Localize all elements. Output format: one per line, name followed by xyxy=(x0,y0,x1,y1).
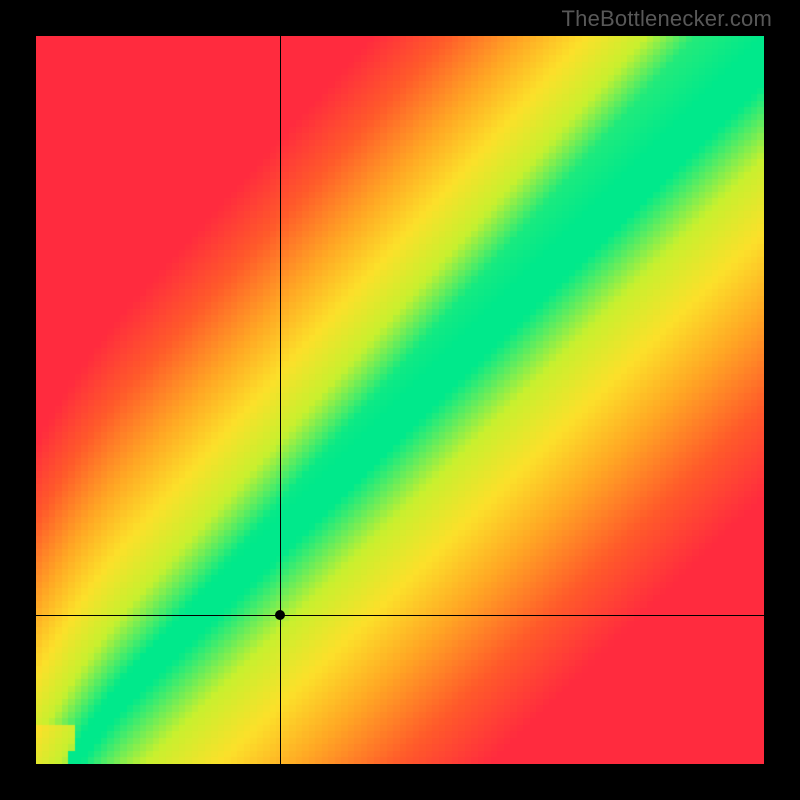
watermark-text: TheBottlenecker.com xyxy=(562,6,772,32)
data-point-marker xyxy=(275,610,285,620)
crosshair-horizontal xyxy=(36,615,764,616)
bottleneck-heatmap xyxy=(36,36,764,764)
crosshair-vertical xyxy=(280,36,281,764)
chart-container: TheBottlenecker.com xyxy=(0,0,800,800)
